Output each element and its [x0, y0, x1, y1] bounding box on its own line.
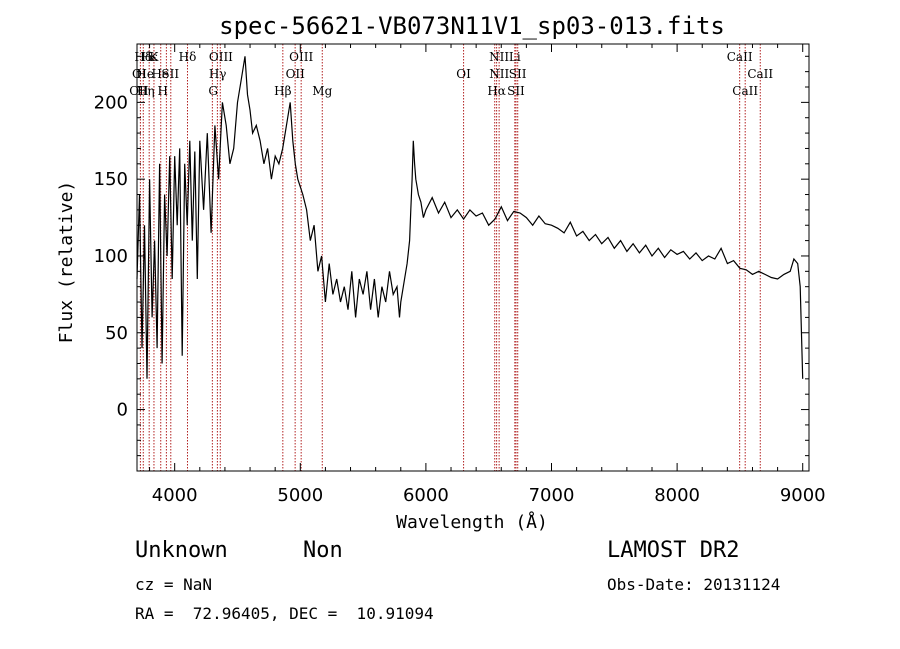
line-label-13: G	[208, 84, 218, 98]
x-axis-label: Wavelength (Å)	[396, 511, 548, 533]
line-label-27: CaII	[732, 84, 758, 98]
spectrum-series-0	[136, 56, 804, 379]
line-label-26: CaII	[747, 67, 773, 81]
y-tick-label-50: 50	[105, 323, 128, 344]
line-label-8: SII	[161, 67, 179, 81]
plot-frame	[136, 43, 810, 472]
x-tick-label-5000: 5000	[277, 485, 323, 506]
x-tick-label-4000: 4000	[152, 485, 198, 506]
line-label-17: Mg	[312, 84, 332, 98]
line-label-0: Hδ	[134, 50, 152, 64]
line-label-15: OII	[286, 67, 306, 81]
line-label-7: He	[151, 67, 169, 81]
line-label-23: Hα	[487, 84, 506, 98]
y-axis-ticks: 0 50 100 150 200	[94, 55, 809, 457]
line-label-11: OIII	[209, 50, 233, 64]
line-label-2: He	[136, 67, 154, 81]
x-tick-label-7000: 7000	[529, 485, 575, 506]
line-label-10: Hδ	[179, 50, 197, 64]
line-label-19: Li	[509, 50, 521, 64]
object-class: Unknown	[135, 538, 228, 563]
redshift-cz: cz = NaN	[135, 575, 213, 594]
line-label-3: OII	[129, 84, 149, 98]
line-label-12: Hγ	[209, 67, 227, 81]
spectrum-line-group	[136, 56, 804, 379]
coordinates: RA = 72.96405, DEC = 10.91094	[135, 604, 434, 623]
y-tick-label-150: 150	[94, 169, 128, 190]
emission-line-markers	[139, 44, 761, 471]
line-label-21: NII	[489, 67, 509, 81]
y-axis-label: Flux (relative)	[56, 181, 77, 344]
survey-name: LAMOST DR2	[607, 538, 740, 563]
line-label-6: K	[149, 50, 159, 64]
line-label-18: NII	[489, 50, 509, 64]
chart-title: spec-56621-VB073N11V1_sp03-013.fits	[219, 12, 725, 40]
y-tick-label-0: 0	[117, 400, 128, 421]
line-label-9: H	[158, 84, 168, 98]
line-label-4: Hη	[137, 84, 155, 98]
line-label-1: OI	[132, 67, 147, 81]
observation-date: Obs-Date: 20131124	[607, 575, 781, 594]
line-label-24: SII	[507, 84, 525, 98]
x-tick-label-6000: 6000	[403, 485, 449, 506]
line-label-5: Hε	[141, 50, 158, 64]
line-label-22: SII	[509, 67, 527, 81]
line-label-14: OIII	[289, 50, 313, 64]
x-tick-label-9000: 9000	[780, 485, 826, 506]
line-label-25: CaII	[727, 50, 753, 64]
x-axis-ticks: 4000 5000 6000 7000 8000 9000	[149, 44, 826, 506]
x-tick-label-8000: 8000	[654, 485, 700, 506]
object-subclass: Non	[303, 538, 343, 563]
line-label-16: Hβ	[274, 84, 291, 98]
y-tick-label-100: 100	[94, 246, 128, 267]
y-tick-label-200: 200	[94, 92, 128, 113]
line-label-20: OI	[456, 67, 471, 81]
